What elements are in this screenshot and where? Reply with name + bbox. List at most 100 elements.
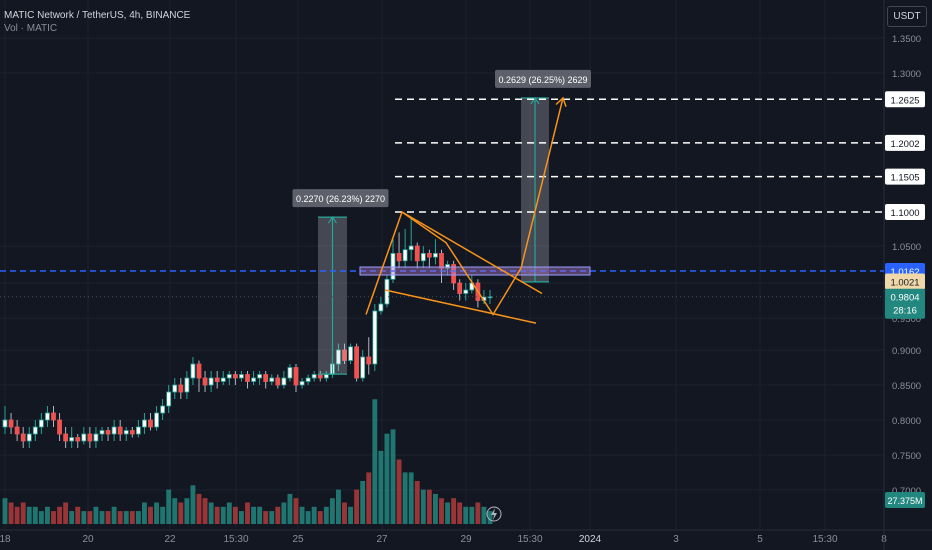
x-tick-label: 5 (757, 534, 763, 545)
candle (190, 363, 196, 379)
candle (348, 346, 353, 361)
candle (129, 430, 135, 435)
volume-bar (51, 511, 56, 524)
volume-bar (275, 506, 281, 524)
volume-bar (445, 502, 450, 524)
volume-bar (348, 506, 353, 524)
candle (2, 419, 8, 428)
candle (336, 349, 341, 365)
x-tick-label: 27 (376, 534, 388, 545)
volume-bar (214, 506, 220, 524)
candle (445, 264, 450, 269)
candle (317, 374, 323, 379)
volume-bar (81, 511, 87, 524)
candle (154, 412, 159, 428)
candle (63, 433, 69, 442)
candle (196, 363, 202, 379)
x-tick-label: 15:30 (517, 534, 542, 545)
candle (99, 430, 105, 435)
x-tick-label: 2024 (579, 534, 602, 545)
volume-bar (426, 489, 432, 524)
volume-bar (45, 506, 50, 524)
candle (172, 384, 178, 393)
volume-bar (384, 433, 390, 524)
volume-bar (378, 450, 384, 524)
y-tick-label: 0.9000 (892, 346, 921, 357)
measure-2-label-bg (495, 69, 591, 88)
candle (426, 252, 432, 258)
candle (263, 374, 269, 382)
candle (378, 303, 384, 312)
volume-bar (14, 506, 20, 524)
x-tick-label: 3 (673, 534, 679, 545)
candle (214, 377, 220, 382)
candle (305, 377, 311, 382)
candle (220, 377, 226, 382)
breakout-zone[interactable] (359, 266, 591, 276)
volume-bar (336, 489, 341, 524)
target-level-tag (885, 168, 925, 185)
volume-bar (263, 511, 269, 524)
volume-bar (172, 498, 178, 524)
projected-path[interactable] (365, 97, 564, 316)
wedge-upper-line[interactable] (401, 211, 543, 295)
volume-bar (408, 472, 414, 524)
volume-bar (414, 481, 420, 524)
volume-bar (69, 511, 75, 524)
x-tick-label: 20 (82, 534, 94, 545)
candle (408, 245, 414, 251)
volume-bar (75, 506, 81, 524)
volume-bar (299, 506, 305, 524)
candle (433, 252, 438, 258)
volume-bar (469, 506, 475, 524)
currency-selector-button[interactable]: USDT (887, 6, 927, 27)
candle (451, 264, 457, 284)
candle (390, 252, 396, 280)
target-level-label: 1.2002 (890, 139, 919, 150)
candle (32, 426, 38, 435)
y-tick-label: 0.8000 (892, 416, 921, 427)
volume-bar (63, 502, 69, 524)
candle (402, 249, 408, 262)
measure-1-label: 0.2270 (26.23%) 2270 (296, 194, 385, 204)
wedge-lower-line[interactable] (384, 289, 537, 324)
volume-bar (366, 472, 372, 524)
candle (354, 346, 360, 379)
candle (420, 252, 426, 262)
volume-bar (123, 511, 129, 524)
volume-bar (305, 511, 311, 524)
lightning-icon[interactable] (486, 506, 502, 522)
candle (323, 374, 329, 379)
candle (184, 377, 190, 393)
candle (51, 412, 56, 421)
volume-bar (329, 498, 335, 524)
candle (202, 377, 208, 386)
volume-bar (184, 498, 190, 524)
volume-bar (372, 399, 378, 524)
candle (148, 419, 153, 428)
candle-countdown: 28:16 (893, 306, 917, 317)
volume-bar (287, 493, 293, 524)
x-tick-label: 15:30 (223, 534, 248, 545)
candle (251, 377, 256, 382)
volume-bar (135, 511, 141, 524)
candle (245, 374, 250, 382)
volume-indicator-label: Vol · MATIC (4, 23, 58, 34)
volume-bar (293, 498, 299, 524)
candle (87, 433, 93, 442)
y-tick-label: 1.3000 (892, 69, 921, 80)
candle (396, 252, 402, 262)
candle (299, 381, 305, 386)
candle (311, 374, 317, 379)
volume-bar (481, 506, 487, 524)
candle (275, 377, 281, 386)
volume-bar (32, 506, 38, 524)
volume-bar (269, 511, 275, 524)
volume-bar (323, 506, 329, 524)
candle (239, 374, 244, 379)
volume-bar (311, 506, 317, 524)
candle (57, 419, 62, 435)
prev-close-label: 1.0021 (890, 277, 919, 288)
y-tick-label: 0.9500 (892, 314, 921, 325)
